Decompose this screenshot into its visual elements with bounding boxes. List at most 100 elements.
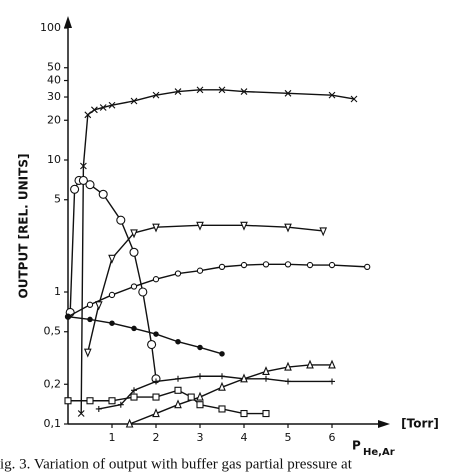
- marker: [108, 291, 116, 299]
- marker: [153, 331, 159, 337]
- caption: ig. 3. Variation of output with buffer g…: [0, 456, 353, 472]
- y-tick-label: 20: [47, 113, 61, 126]
- marker: [99, 104, 107, 111]
- marker: [218, 405, 226, 413]
- marker: [130, 97, 138, 105]
- marker: [95, 405, 102, 412]
- marker: [108, 397, 116, 405]
- marker: [70, 184, 80, 194]
- marker: [329, 378, 335, 385]
- x-axis-label-sub: He,Ar: [363, 447, 395, 458]
- line: [67, 316, 223, 355]
- marker: [91, 106, 98, 114]
- y-tick-label: 40: [47, 74, 61, 87]
- marker: [240, 373, 248, 383]
- y-tick-label: 30: [47, 90, 61, 103]
- x-tick-label: 2: [153, 431, 160, 444]
- marker: [284, 261, 292, 268]
- marker: [109, 320, 115, 326]
- marker: [196, 221, 204, 231]
- y-tick-label: 5: [54, 193, 61, 206]
- marker: [262, 409, 270, 418]
- marker: [152, 91, 160, 99]
- y-tick-label: 0,1: [44, 417, 62, 430]
- marker: [116, 215, 126, 225]
- marker: [219, 373, 225, 380]
- marker: [108, 101, 116, 109]
- y-tick-label: 0,2: [44, 377, 62, 390]
- y-axis-arrow: [64, 16, 72, 28]
- marker: [218, 381, 226, 391]
- marker: [175, 375, 181, 382]
- marker: [65, 313, 71, 320]
- x-unit: [Torr]: [401, 417, 439, 431]
- y-tick-label: 10: [47, 153, 61, 166]
- marker: [138, 287, 148, 297]
- marker: [240, 88, 248, 95]
- marker: [87, 316, 93, 323]
- marker: [364, 263, 371, 271]
- marker: [130, 229, 138, 239]
- x-axis-arrow: [378, 420, 390, 428]
- marker: [284, 223, 292, 233]
- marker: [196, 267, 204, 274]
- marker: [187, 393, 195, 401]
- marker: [129, 247, 139, 257]
- marker: [174, 270, 182, 277]
- marker: [84, 111, 92, 119]
- line: [87, 224, 324, 353]
- marker: [240, 261, 248, 269]
- y-tick-label: 50: [47, 61, 61, 74]
- marker: [131, 387, 137, 394]
- marker: [64, 397, 72, 405]
- marker: [197, 344, 203, 351]
- marker: [196, 391, 204, 401]
- marker: [328, 359, 336, 369]
- marker: [85, 180, 95, 190]
- marker: [125, 418, 134, 428]
- marker: [328, 91, 336, 99]
- y-tick-label: 1: [54, 285, 61, 298]
- marker: [218, 263, 226, 271]
- marker: [306, 359, 314, 369]
- x-tick-label: 5: [285, 431, 292, 444]
- marker: [174, 386, 182, 394]
- marker: [117, 401, 124, 408]
- marker: [131, 325, 137, 332]
- marker: [174, 399, 182, 409]
- marker: [130, 393, 138, 401]
- y-tick-label: 0,5: [44, 325, 62, 338]
- line: [129, 364, 332, 425]
- marker: [86, 397, 94, 405]
- marker: [152, 276, 160, 283]
- marker: [218, 86, 226, 94]
- marker: [262, 366, 270, 376]
- marker: [284, 89, 292, 97]
- marker: [147, 339, 157, 350]
- x-tick-label: 6: [329, 431, 336, 444]
- marker: [77, 410, 85, 417]
- marker: [240, 221, 248, 231]
- marker: [240, 409, 248, 418]
- marker: [130, 283, 138, 290]
- marker: [94, 301, 103, 311]
- marker: [83, 348, 92, 358]
- line: [68, 389, 266, 415]
- marker: [285, 378, 291, 385]
- marker: [262, 261, 270, 268]
- y-axis-label: OUTPUT [REL. UNITS]: [17, 154, 31, 299]
- marker: [197, 373, 203, 380]
- x-tick-label: 3: [197, 431, 204, 444]
- x-tick-label: 1: [109, 431, 116, 444]
- marker: [175, 338, 181, 345]
- marker: [78, 175, 88, 185]
- marker: [174, 88, 182, 95]
- marker: [152, 223, 160, 233]
- x-tick-label: 4: [241, 431, 248, 444]
- marker: [350, 95, 358, 103]
- marker: [196, 86, 204, 94]
- marker: [306, 261, 314, 269]
- line: [67, 263, 368, 318]
- marker: [80, 162, 87, 170]
